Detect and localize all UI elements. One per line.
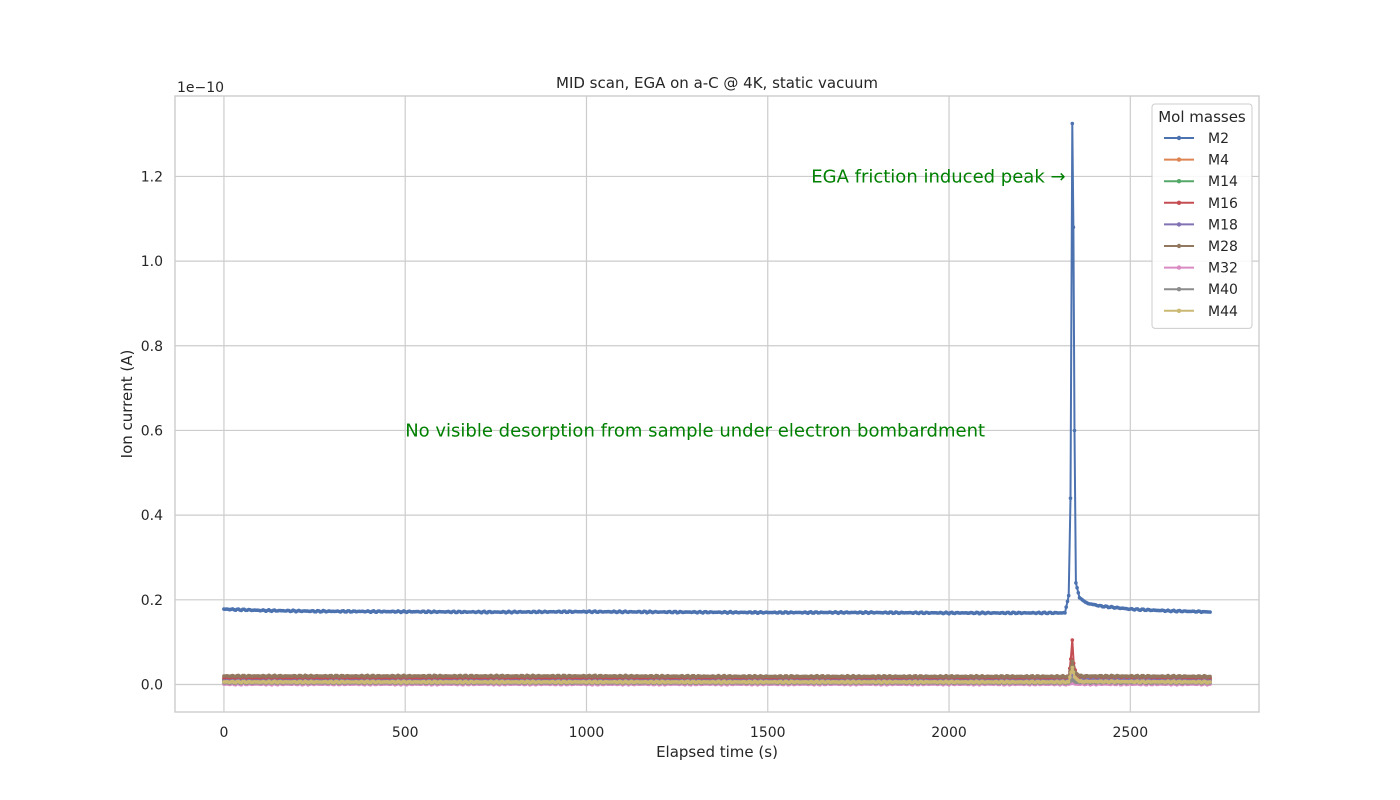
data-point bbox=[1208, 674, 1212, 679]
series-line-m16 bbox=[223, 639, 1211, 680]
series-markers-m28 bbox=[222, 659, 1212, 679]
grid bbox=[175, 96, 1259, 712]
data-point bbox=[1070, 659, 1075, 663]
data-point bbox=[1070, 638, 1075, 642]
plot-series bbox=[222, 121, 1212, 687]
